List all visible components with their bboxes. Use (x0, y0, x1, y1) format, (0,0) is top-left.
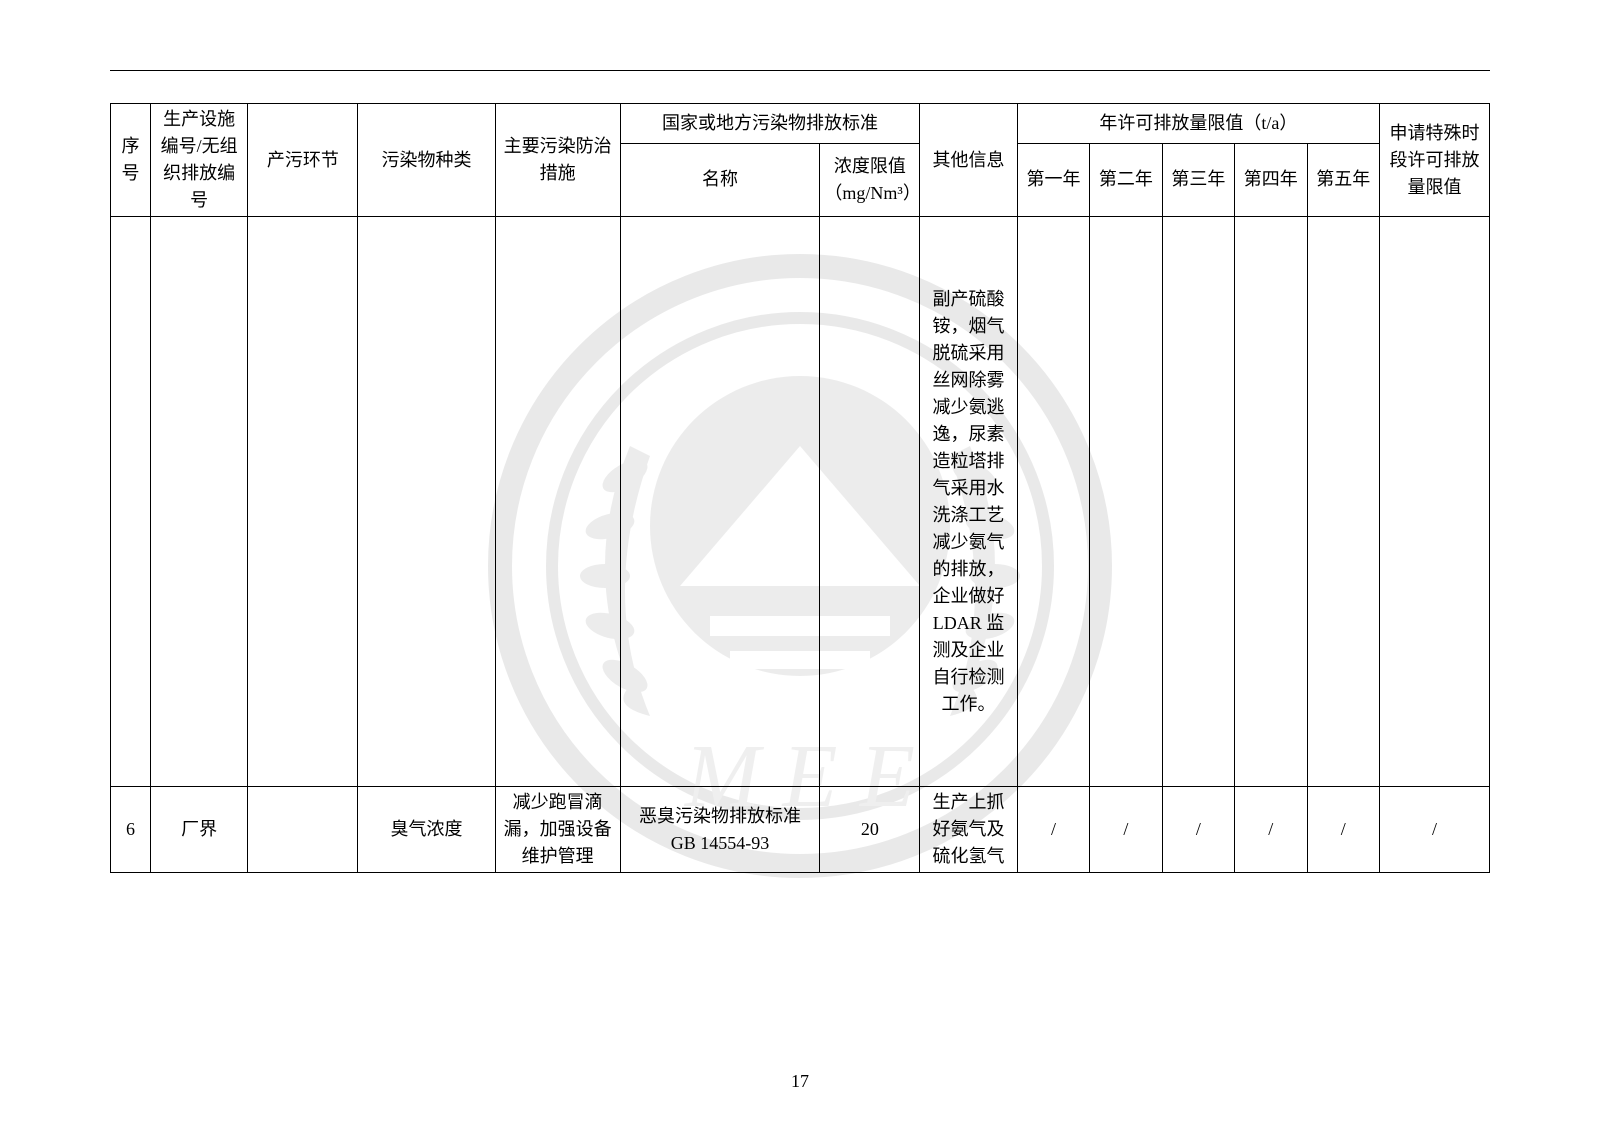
header-measure: 主要污染防治措施 (495, 104, 620, 217)
cell-other-6: 生产上抓好氨气及硫化氢气 (920, 787, 1017, 873)
header-year4: 第四年 (1235, 143, 1307, 216)
header-facility: 生产设施编号/无组织排放编号 (150, 104, 247, 217)
cell-pollutant-cont (358, 217, 495, 787)
header-stage: 产污环节 (248, 104, 358, 217)
cell-seq-6: 6 (111, 787, 151, 873)
header-seq: 序号 (111, 104, 151, 217)
header-year1: 第一年 (1017, 143, 1089, 216)
table-header: 序号 生产设施编号/无组织排放编号 产污环节 污染物种类 主要污染防治措施 国家… (111, 104, 1490, 217)
header-other: 其他信息 (920, 104, 1017, 217)
page-content: 序号 生产设施编号/无组织排放编号 产污环节 污染物种类 主要污染防治措施 国家… (110, 70, 1490, 873)
cell-year1-cont (1017, 217, 1089, 787)
cell-other-cont: 副产硫酸铵，烟气脱硫采用丝网除雾减少氨逃逸，尿素造粒塔排气采用水洗涤工艺减少氨气… (920, 217, 1017, 787)
header-year2: 第二年 (1090, 143, 1162, 216)
cell-year2-cont (1090, 217, 1162, 787)
cell-special-6: / (1380, 787, 1490, 873)
cell-stdname-6: 恶臭污染物排放标准 GB 14554-93 (620, 787, 820, 873)
cell-year4-cont (1235, 217, 1307, 787)
page-number: 17 (791, 1071, 809, 1092)
header-year5: 第五年 (1307, 143, 1380, 216)
table-row-6: 6 厂界 臭气浓度 减少跑冒滴漏，加强设备维护管理 恶臭污染物排放标准 GB 1… (111, 787, 1490, 873)
cell-seq-cont (111, 217, 151, 787)
cell-facility-6: 厂界 (150, 787, 247, 873)
header-special: 申请特殊时段许可排放量限值 (1380, 104, 1490, 217)
top-divider (110, 70, 1490, 71)
cell-year1-6: / (1017, 787, 1089, 873)
cell-year3-cont (1162, 217, 1234, 787)
cell-stage-cont (248, 217, 358, 787)
cell-pollutant-6: 臭气浓度 (358, 787, 495, 873)
cell-limit-6: 20 (820, 787, 920, 873)
cell-year3-6: / (1162, 787, 1234, 873)
cell-special-cont (1380, 217, 1490, 787)
cell-limit-cont (820, 217, 920, 787)
cell-facility-cont (150, 217, 247, 787)
header-annual-group: 年许可排放量限值（t/a） (1017, 104, 1379, 144)
table-body: 副产硫酸铵，烟气脱硫采用丝网除雾减少氨逃逸，尿素造粒塔排气采用水洗涤工艺减少氨气… (111, 217, 1490, 873)
emissions-table: 序号 生产设施编号/无组织排放编号 产污环节 污染物种类 主要污染防治措施 国家… (110, 103, 1490, 873)
header-pollutant: 污染物种类 (358, 104, 495, 217)
header-standard-group: 国家或地方污染物排放标准 (620, 104, 920, 144)
cell-year2-6: / (1090, 787, 1162, 873)
cell-measure-6: 减少跑冒滴漏，加强设备维护管理 (495, 787, 620, 873)
header-year3: 第三年 (1162, 143, 1234, 216)
cell-stage-6 (248, 787, 358, 873)
header-stdname: 名称 (620, 143, 820, 216)
cell-year5-cont (1307, 217, 1380, 787)
cell-measure-cont (495, 217, 620, 787)
table-row-continuation: 副产硫酸铵，烟气脱硫采用丝网除雾减少氨逃逸，尿素造粒塔排气采用水洗涤工艺减少氨气… (111, 217, 1490, 787)
cell-stdname-cont (620, 217, 820, 787)
header-limit: 浓度限值（mg/Nm³） (820, 143, 920, 216)
cell-year4-6: / (1235, 787, 1307, 873)
cell-year5-6: / (1307, 787, 1380, 873)
